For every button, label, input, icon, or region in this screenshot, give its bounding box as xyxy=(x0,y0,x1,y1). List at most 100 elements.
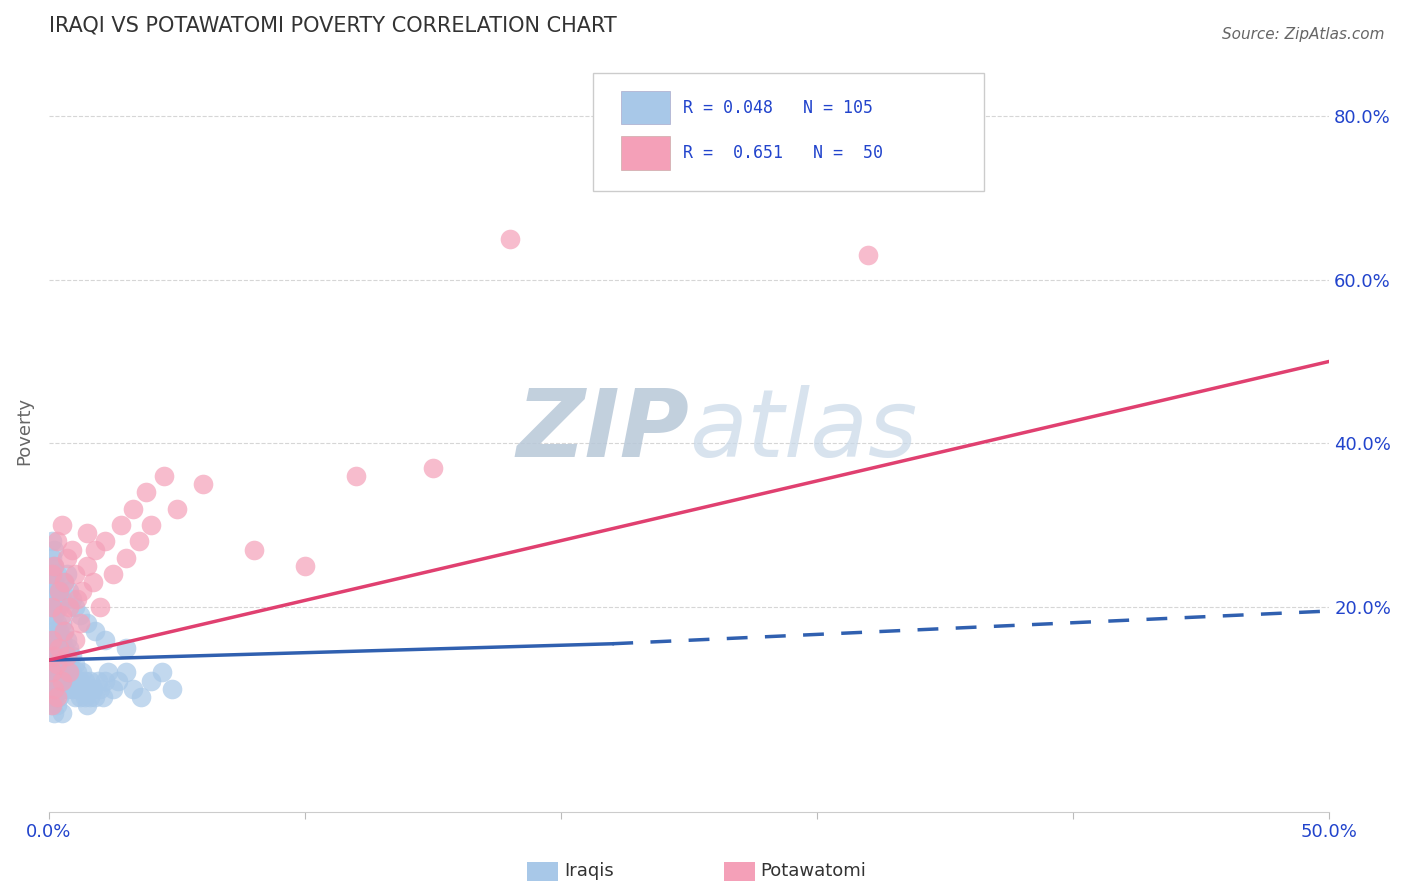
Point xyxy=(41,648,63,663)
Point xyxy=(58,657,80,672)
Point xyxy=(45,657,67,672)
Point xyxy=(60,681,83,696)
Point xyxy=(56,567,79,582)
Point xyxy=(94,673,117,688)
Point xyxy=(42,575,65,590)
Point xyxy=(42,575,65,590)
Point xyxy=(41,599,63,614)
Point xyxy=(79,673,101,688)
Point xyxy=(141,673,163,688)
Point xyxy=(53,640,76,655)
Point xyxy=(114,640,136,655)
Point xyxy=(51,518,73,533)
Point xyxy=(41,534,63,549)
Point xyxy=(56,665,79,680)
Point xyxy=(858,248,880,262)
Point xyxy=(63,657,86,672)
Point xyxy=(60,542,83,557)
Point xyxy=(45,681,67,696)
Point xyxy=(42,559,65,574)
Point xyxy=(42,640,65,655)
Point xyxy=(48,583,70,598)
Point xyxy=(79,690,101,704)
Point xyxy=(56,681,79,696)
Point xyxy=(72,583,94,598)
Point xyxy=(91,690,114,704)
Point xyxy=(94,534,117,549)
Text: R = 0.048   N = 105: R = 0.048 N = 105 xyxy=(683,98,873,117)
Point xyxy=(42,706,65,721)
Point xyxy=(94,632,117,647)
Point xyxy=(41,616,63,631)
Point xyxy=(58,665,80,680)
Point xyxy=(41,550,63,565)
Point xyxy=(89,599,111,614)
Point xyxy=(76,526,98,541)
Point xyxy=(45,599,67,614)
Point xyxy=(56,648,79,663)
Point xyxy=(166,501,188,516)
Point xyxy=(42,591,65,606)
Point xyxy=(160,681,183,696)
Point xyxy=(42,608,65,623)
Point xyxy=(51,648,73,663)
Point xyxy=(69,690,91,704)
Point xyxy=(72,665,94,680)
Text: R =  0.651   N =  50: R = 0.651 N = 50 xyxy=(683,145,883,162)
Point xyxy=(82,681,104,696)
Point xyxy=(107,673,129,688)
FancyBboxPatch shape xyxy=(593,73,984,191)
Point xyxy=(141,518,163,533)
Point xyxy=(45,616,67,631)
Point xyxy=(60,591,83,606)
Point xyxy=(63,599,86,614)
Point xyxy=(150,665,173,680)
Point xyxy=(191,477,214,491)
Point xyxy=(66,681,89,696)
Point xyxy=(66,591,89,606)
Point xyxy=(48,640,70,655)
Point xyxy=(53,575,76,590)
Point xyxy=(41,698,63,713)
Point xyxy=(122,681,145,696)
Point xyxy=(128,534,150,549)
Point xyxy=(41,559,63,574)
Point xyxy=(53,575,76,590)
Point xyxy=(58,673,80,688)
Point xyxy=(69,608,91,623)
Point xyxy=(41,657,63,672)
Point xyxy=(45,567,67,582)
Point xyxy=(294,559,316,574)
Point xyxy=(53,657,76,672)
Point xyxy=(42,681,65,696)
Point xyxy=(45,534,67,549)
Point xyxy=(51,591,73,606)
Point xyxy=(41,640,63,655)
Point xyxy=(41,681,63,696)
Point xyxy=(499,232,522,246)
Point xyxy=(51,673,73,688)
Point xyxy=(45,583,67,598)
Point xyxy=(53,624,76,639)
Point xyxy=(42,624,65,639)
Point xyxy=(58,583,80,598)
Point xyxy=(48,583,70,598)
Point xyxy=(63,567,86,582)
Point xyxy=(58,640,80,655)
Point xyxy=(344,469,367,483)
Point xyxy=(135,485,157,500)
Point xyxy=(86,673,108,688)
Point xyxy=(63,690,86,704)
Point xyxy=(110,518,132,533)
Text: Source: ZipAtlas.com: Source: ZipAtlas.com xyxy=(1222,27,1385,42)
Point xyxy=(53,673,76,688)
Point xyxy=(51,665,73,680)
Point xyxy=(41,698,63,713)
Point xyxy=(60,665,83,680)
Point xyxy=(82,575,104,590)
Point xyxy=(73,690,96,704)
Point xyxy=(41,632,63,647)
Text: atlas: atlas xyxy=(689,385,917,476)
Point xyxy=(72,681,94,696)
Point xyxy=(53,624,76,639)
